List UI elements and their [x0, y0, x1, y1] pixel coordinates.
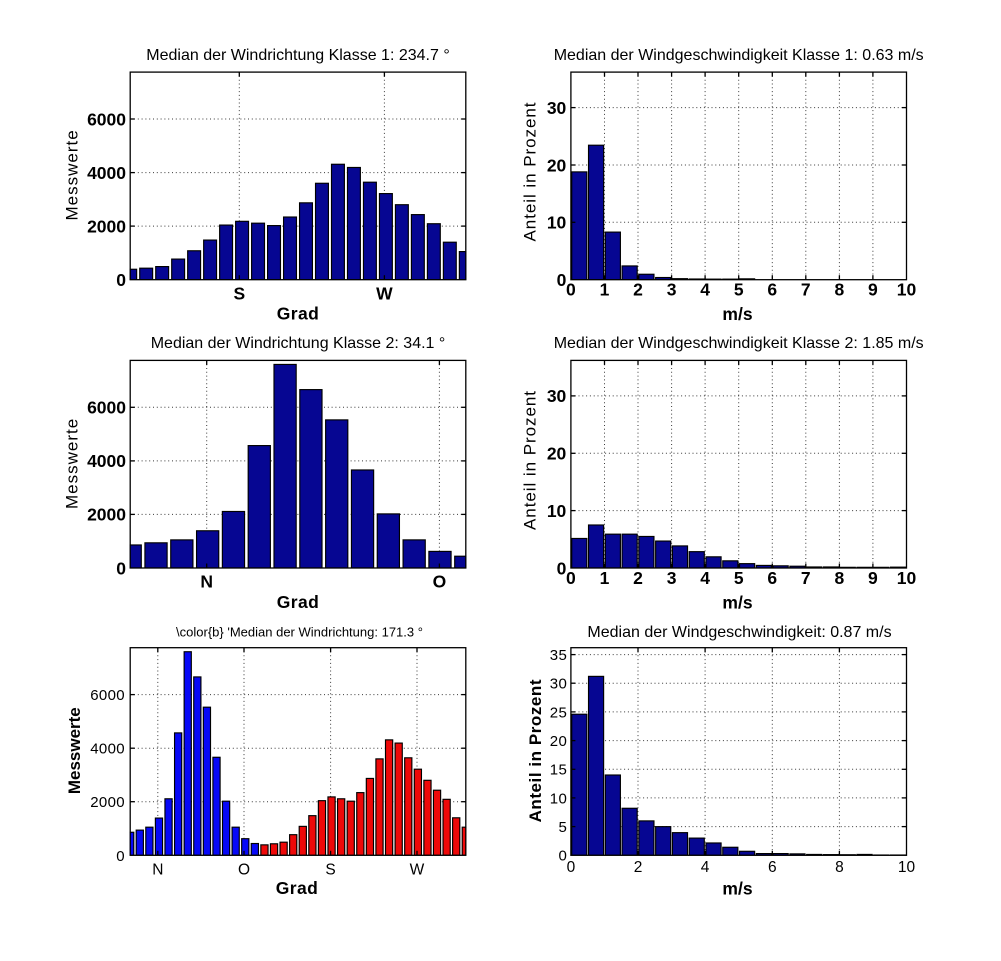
svg-text:O: O — [433, 572, 447, 592]
svg-text:2000: 2000 — [87, 216, 126, 236]
svg-text:4: 4 — [700, 280, 710, 300]
svg-text:2000: 2000 — [87, 505, 126, 525]
svg-text:4: 4 — [701, 859, 710, 876]
svg-text:3: 3 — [667, 280, 677, 300]
svg-text:6000: 6000 — [90, 687, 125, 704]
svg-text:4000: 4000 — [87, 163, 126, 183]
svg-text:0: 0 — [116, 270, 126, 290]
svg-text:4000: 4000 — [90, 741, 125, 758]
svg-text:20: 20 — [547, 444, 567, 464]
svg-text:7: 7 — [801, 280, 811, 300]
svg-text:0: 0 — [557, 558, 567, 578]
svg-text:4000: 4000 — [87, 451, 126, 471]
svg-text:Median der Windrichtung Klasse: Median der Windrichtung Klasse 2: 34.1 ° — [151, 335, 446, 352]
svg-text:Median der Windgeschwindigkeit: Median der Windgeschwindigkeit Klasse 2:… — [554, 335, 924, 352]
svg-text:0: 0 — [567, 859, 576, 876]
svg-text:S: S — [233, 283, 245, 303]
svg-text:W: W — [376, 283, 393, 303]
svg-text:Grad: Grad — [277, 592, 319, 612]
svg-text:Anteil in Prozent: Anteil in Prozent — [526, 679, 545, 822]
svg-text:30: 30 — [547, 386, 567, 406]
svg-text:10: 10 — [547, 501, 567, 521]
svg-text:6000: 6000 — [87, 398, 126, 418]
svg-text:2: 2 — [634, 859, 643, 876]
svg-text:O: O — [238, 861, 250, 878]
svg-text:W: W — [410, 861, 425, 878]
svg-text:1: 1 — [600, 280, 610, 300]
svg-text:2: 2 — [633, 280, 643, 300]
svg-text:Grad: Grad — [276, 878, 318, 898]
svg-text:Grad: Grad — [277, 304, 319, 324]
svg-text:N: N — [152, 861, 163, 878]
svg-text:10: 10 — [897, 568, 917, 588]
svg-text:Anteil in Prozent: Anteil in Prozent — [521, 390, 540, 530]
svg-text:35: 35 — [550, 647, 567, 664]
svg-text:Messwerte: Messwerte — [62, 129, 81, 220]
svg-text:3: 3 — [667, 568, 677, 588]
svg-text:6: 6 — [767, 568, 777, 588]
svg-text:Median der Windrichtung Klasse: Median der Windrichtung Klasse 1: 234.7 … — [146, 47, 449, 64]
svg-text:9: 9 — [868, 280, 878, 300]
svg-text:6000: 6000 — [87, 109, 126, 129]
svg-text:4: 4 — [700, 568, 710, 588]
svg-text:Median der Windgeschwindigkeit: Median der Windgeschwindigkeit: 0.87 m/s — [587, 624, 891, 641]
svg-text:Messwerte: Messwerte — [62, 418, 81, 509]
svg-text:6: 6 — [767, 280, 777, 300]
svg-text:\color{b} 'Median der Windrich: \color{b} 'Median der Windrichtung: 171.… — [176, 625, 423, 640]
svg-text:10: 10 — [547, 213, 567, 233]
svg-text:10: 10 — [550, 790, 567, 807]
svg-text:9: 9 — [868, 568, 878, 588]
svg-text:m/s: m/s — [722, 593, 752, 613]
svg-text:2000: 2000 — [90, 794, 125, 811]
svg-text:Anteil in Prozent: Anteil in Prozent — [521, 102, 540, 242]
svg-text:20: 20 — [547, 155, 567, 175]
svg-text:1: 1 — [600, 568, 610, 588]
svg-text:8: 8 — [835, 568, 845, 588]
svg-text:0: 0 — [558, 848, 567, 865]
svg-text:0: 0 — [116, 558, 126, 578]
svg-text:7: 7 — [801, 568, 811, 588]
svg-text:25: 25 — [550, 704, 567, 721]
svg-text:30: 30 — [547, 98, 567, 118]
svg-text:0: 0 — [116, 848, 125, 865]
svg-text:5: 5 — [734, 280, 744, 300]
svg-text:2: 2 — [633, 568, 643, 588]
svg-text:0: 0 — [557, 270, 567, 290]
svg-text:N: N — [200, 572, 213, 592]
svg-text:5: 5 — [558, 819, 567, 836]
svg-text:8: 8 — [835, 280, 845, 300]
svg-text:10: 10 — [898, 859, 916, 876]
svg-text:30: 30 — [550, 676, 567, 693]
svg-text:15: 15 — [550, 762, 567, 779]
svg-text:S: S — [325, 861, 335, 878]
svg-text:m/s: m/s — [722, 879, 752, 899]
svg-text:Median der Windgeschwindigkeit: Median der Windgeschwindigkeit Klasse 1:… — [554, 47, 924, 64]
svg-text:6: 6 — [768, 859, 777, 876]
svg-text:0: 0 — [566, 568, 576, 588]
svg-text:0: 0 — [566, 280, 576, 300]
svg-text:Messwerte: Messwerte — [65, 707, 84, 794]
svg-text:m/s: m/s — [722, 304, 752, 324]
svg-text:10: 10 — [897, 280, 917, 300]
svg-text:20: 20 — [550, 733, 567, 750]
svg-text:5: 5 — [734, 568, 744, 588]
svg-text:8: 8 — [835, 859, 844, 876]
